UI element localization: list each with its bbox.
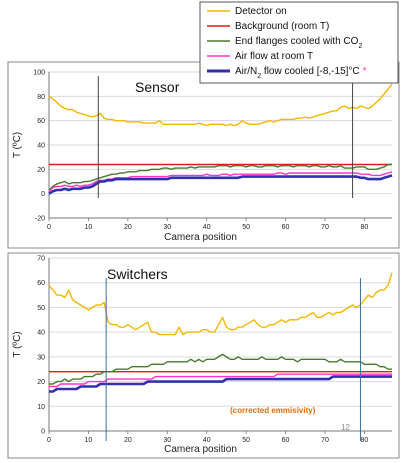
x-tick-label: 50: [242, 224, 250, 231]
y-tick-label: 0: [41, 429, 45, 436]
series-line: [48, 174, 393, 195]
switchers-chart: 0 10 20 30 40 50 60 70 0 10 20 30 40 50 60 70 80 Switcher…: [12, 256, 393, 455]
chart-title: Sensor: [135, 79, 180, 95]
legend-label: Background (room T): [235, 21, 329, 32]
y-tick-label: 50: [37, 305, 45, 312]
x-tick-label: 80: [361, 437, 369, 444]
y-tick-label: -20: [35, 216, 45, 223]
series-line: [48, 83, 393, 127]
x-tick-label: 70: [321, 437, 329, 444]
y-tick-label: 40: [37, 143, 45, 150]
x-axis-label: Camera position: [164, 444, 237, 455]
x-tick-label: 10: [85, 224, 93, 231]
x-tick-label: 60: [282, 437, 290, 444]
y-tick-label: 20: [37, 167, 45, 174]
y-tick-label: 100: [33, 70, 45, 77]
legend-box: [199, 1, 399, 84]
y-tick-label: 60: [37, 118, 45, 125]
x-tick-label: 30: [163, 437, 171, 444]
chart-title: Switchers: [107, 266, 168, 282]
y-tick-label: 80: [37, 94, 45, 101]
x-tick-label: 20: [124, 224, 132, 231]
x-tick-label: 0: [47, 437, 51, 444]
x-tick-label: 50: [242, 437, 250, 444]
x-tick-label: 20: [124, 437, 132, 444]
y-tick-label: 70: [37, 256, 45, 263]
legend-label: Detector on: [235, 6, 287, 17]
x-tick-label: 30: [163, 224, 171, 231]
y-axis-label: T (ºC): [12, 132, 23, 158]
series-line: [48, 163, 392, 191]
y-tick-label: 30: [37, 354, 45, 361]
y-tick-label: 40: [37, 330, 45, 337]
x-tick-label: 10: [85, 437, 93, 444]
y-axis-label: T (ºC): [12, 331, 23, 357]
x-tick-label: 80: [361, 224, 369, 231]
page-number: 12: [341, 423, 350, 432]
x-tick-label: 60: [282, 224, 290, 231]
legend: Detector on Background (room T) End flange…: [199, 1, 399, 84]
x-tick-label: 40: [203, 437, 211, 444]
legend-label: Air/N2 flow cooled [-8,-15]°C *: [235, 66, 367, 80]
x-tick-label: 70: [321, 224, 329, 231]
y-tick-label: 0: [41, 191, 45, 198]
x-axis-label: Camera position: [164, 232, 237, 243]
y-tick-label: 10: [37, 404, 45, 411]
y-tick-label: 20: [37, 379, 45, 386]
legend-label: Air flow at room T: [235, 51, 313, 62]
switchers-panel-frame: [7, 252, 400, 459]
y-tick-label: 60: [37, 280, 45, 287]
x-tick-label: 40: [203, 224, 211, 231]
corrected-emissivity-note: (corrected emmisivity): [230, 406, 316, 415]
sensor-panel-frame: [7, 61, 400, 249]
legend-label: End flanges cooled with CO2: [235, 36, 362, 50]
x-tick-label: 0: [47, 224, 51, 231]
